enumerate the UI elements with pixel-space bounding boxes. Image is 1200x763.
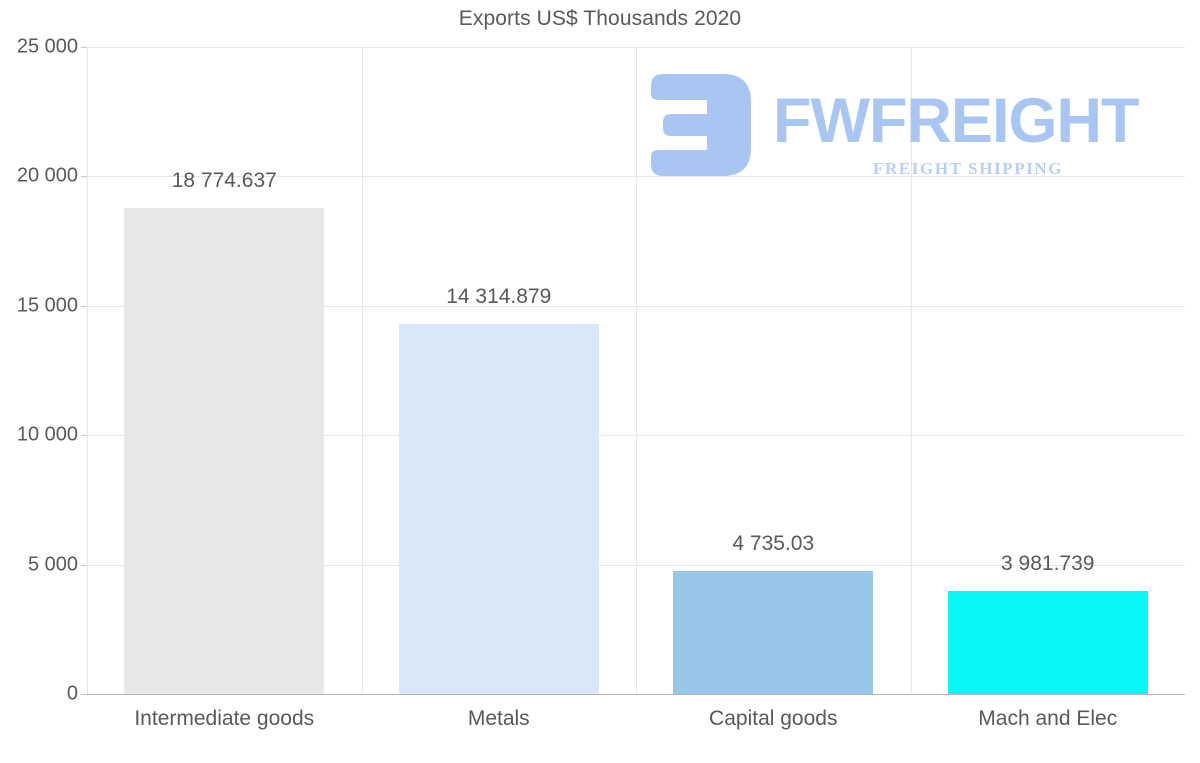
x-axis-category-label: Capital goods [709,707,838,730]
x-axis-baseline [87,694,1185,695]
y-axis-tick-label: 10 000 [16,423,78,446]
y-axis-tick-label: 15 000 [16,294,78,317]
y-axis-line [87,47,88,694]
category-separator [362,47,363,694]
chart-title: Exports US$ Thousands 2020 [458,7,742,30]
x-axis-category-label: Intermediate goods [134,707,315,730]
bar-3[interactable] [673,571,874,694]
bar-value-label: 18 774.637 [171,169,277,193]
bar-value-label: 14 314.879 [446,284,552,308]
y-axis-tick-label: 0 [66,682,78,705]
plot-area: 18 774.637 14 314.879 4 735.03 3 981.739 [87,47,1185,695]
bar-value-label: 4 735.03 [732,532,815,556]
y-axis-tick-label: 20 000 [16,164,78,187]
y-axis-tick-label: 25 000 [16,35,78,58]
category-separator [636,47,637,694]
bar-2[interactable] [398,323,599,694]
bar-4[interactable] [947,590,1148,694]
category-separator [911,47,912,694]
x-axis-category-label: Mach and Elec [978,707,1118,730]
bar-1[interactable] [124,208,325,694]
y-axis-tick-label: 5 000 [27,553,78,576]
bar-value-label: 3 981.739 [1001,551,1095,575]
x-axis-category-label: Metals [467,707,530,730]
